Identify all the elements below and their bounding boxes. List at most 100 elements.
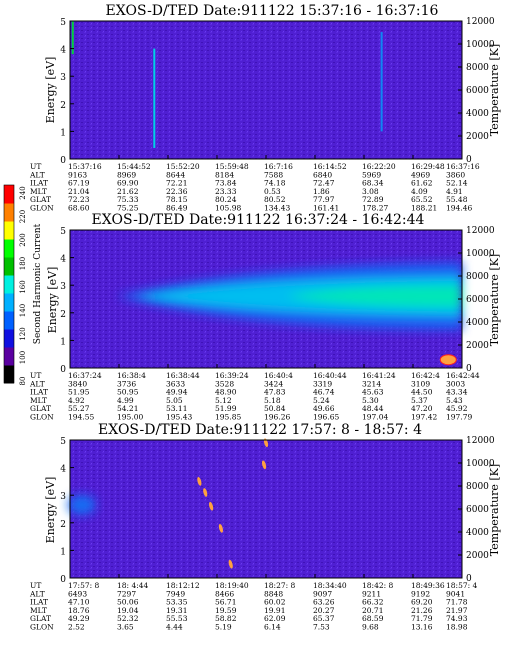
panel-2-table-cell: 194.55 [68, 413, 94, 422]
panel-3-table-cell: 7297 [117, 589, 136, 598]
panel-1-table-cell: 0.53 [264, 187, 281, 196]
panel-3-y2-tick-label: 12000 [466, 436, 495, 446]
panel-3-table-cell: 62.09 [264, 614, 286, 623]
panel-2-y-tick-label: 4 [60, 255, 66, 265]
panel-1-y-axis-label: Energy [eV] [44, 57, 57, 124]
panel-2-row-label: GLON [30, 413, 54, 422]
panel-1-feature-1 [71, 21, 74, 55]
panel-2-y-axis-label: Energy [eV] [46, 267, 59, 334]
panel-1-table-cell: 194.46 [446, 204, 472, 213]
panel-3-y-tick-label: 2 [60, 520, 66, 530]
panel-1-table-cell: 4.91 [446, 187, 463, 196]
panel-1-row-label: GLAT [30, 195, 51, 204]
panel-3-feature-3 [261, 438, 269, 470]
panel-3-row-label: ALT [29, 589, 45, 598]
panel-2-row-label: UT [30, 371, 41, 380]
panel-3-table-cell: 18:57: 4 [446, 581, 478, 590]
panel-3-row-label: ILAT [30, 598, 48, 607]
panel-3-feature-2-point [228, 559, 233, 569]
panel-1-feature-3 [380, 32, 383, 132]
panel-3-table-cell: 13.16 [411, 623, 433, 632]
panel-1-table-cell: 80.24 [215, 195, 237, 204]
panel-2-table-cell: 16:39:24 [215, 371, 249, 380]
panel-3-table-cell: 58.82 [215, 614, 237, 623]
panel-3-table-cell: 18:19:40 [215, 581, 249, 590]
colorbar-swatch [4, 311, 14, 330]
panel-2-table-cell: 16:40:4 [264, 371, 293, 380]
panel-1-y-tick-label: 0 [60, 156, 66, 166]
panel-2-y2-tick-label: 4000 [466, 318, 489, 328]
colorbar-swatch [4, 293, 14, 312]
panel-3-table-cell: 18:49:36 [411, 581, 445, 590]
panel-2-table-cell: 44.50 [411, 388, 433, 397]
panel-3-table-cell: 6493 [68, 589, 87, 598]
panel-1-y2-tick-label: 4000 [466, 109, 489, 119]
panel-3-y-ticks: 0 1 2 3 4 5 [60, 437, 463, 585]
panel-3-feature-2-point [197, 477, 202, 486]
colorbar-swatch [4, 221, 14, 240]
panel-1-row-label: GLON [30, 204, 54, 213]
panel-3-orbit-table: UT 17:57: 8 18: 4:44 18:12:12 18:19:40 18:27:… [29, 581, 478, 632]
panel-1-row-label: MLT [30, 187, 47, 196]
panel-2-table-cell: 3736 [117, 379, 136, 388]
panel-3-y-tick-label: 5 [60, 437, 66, 447]
panel-1-table-cell: 3.08 [362, 187, 379, 196]
panel-3-feature-1 [67, 494, 96, 515]
panel-1-table-cell: 78.15 [166, 195, 188, 204]
panel-3-table-cell: 71.78 [446, 598, 468, 607]
panel-1-table-cell: 72.89 [362, 195, 384, 204]
panel-2-table-cell: 46.74 [313, 388, 335, 397]
panel-3-y2-tick-label: 0 [466, 574, 472, 584]
panel-1-table-cell: 86.49 [166, 204, 188, 213]
panel-2-y-ticks: 0 1 2 3 4 5 [60, 227, 463, 375]
panel-3-table-cell: 2.52 [68, 623, 85, 632]
panel-2-y2-tick-label: 8000 [466, 272, 489, 282]
panel-1-table-cell: 80.52 [264, 195, 286, 204]
colorbar-swatch [4, 185, 14, 204]
panel-3-table-cell: 6.14 [264, 623, 281, 632]
panel-1-y-tick-label: 2 [60, 101, 66, 111]
panel-2-row-label: GLAT [30, 404, 51, 413]
panel-1-y-tick-label: 1 [60, 128, 66, 138]
panel-3-y2-tick-label: 4000 [466, 528, 489, 538]
panel-1-feature-2 [153, 48, 156, 148]
panel-1-table-cell: 134.43 [264, 204, 290, 213]
panel-2-table-cell: 3840 [68, 379, 87, 388]
panel-1-y2-tick-label: 0 [466, 155, 472, 165]
panel-1-table-cell: 72.47 [313, 179, 335, 188]
panel-3-table-cell: 8466 [215, 589, 234, 598]
panel-2-table-cell: 47.20 [411, 404, 433, 413]
panel-1-table-cell: 8969 [117, 170, 136, 179]
panel-1-table-cell: 178.27 [362, 204, 388, 213]
panel-3-table-cell: 18:27: 8 [264, 581, 296, 590]
panel-2-y-tick-label: 2 [60, 310, 66, 320]
panel-2-y-tick-label: 5 [60, 227, 66, 237]
panel-2-y2-axis-label: Temperature [K] [488, 254, 501, 346]
panel-3-table-cell: 55.53 [166, 614, 188, 623]
panel-1-table-cell: 7588 [264, 170, 283, 179]
panel-3-table-cell: 7949 [166, 589, 185, 598]
panel-1-table-cell: 3860 [446, 170, 465, 179]
colorbar-tick-label: 180 [19, 257, 27, 270]
panel-1-table-cell: 15:37:16 [68, 162, 102, 171]
panel-1-table-cell: 16:22:20 [362, 162, 396, 171]
panel-1-row-label: ILAT [30, 179, 48, 188]
panel-1-table-cell: 6840 [313, 170, 332, 179]
panel-2-table-cell: 3424 [264, 379, 283, 388]
panel-2-table-cell: 5.18 [264, 396, 281, 405]
panel-3-table-cell: 52.32 [117, 614, 139, 623]
panel-2: EXOS-D/TED Date:911122 16:37:24 - 16:42:… [29, 212, 501, 422]
panel-3-table-cell: 8848 [264, 589, 283, 598]
panel-3-row-label: GLAT [30, 614, 51, 623]
panel-2-table-cell: 5.30 [362, 396, 379, 405]
panel-2-y-tick-label: 3 [60, 282, 66, 292]
panel-1-table-cell: 75.33 [117, 195, 139, 204]
panel-3-feature-2 [197, 477, 233, 569]
panel-2-table-cell: 3633 [166, 379, 185, 388]
panel-1-row-label: ALT [29, 170, 45, 179]
panel-2-table-cell: 16:38:4 [117, 371, 146, 380]
panel-1-y2-axis-label: Temperature [K] [488, 44, 501, 136]
colorbar-swatch [4, 239, 14, 258]
panel-3-y2-axis-label: Temperature [K] [488, 464, 501, 556]
panel-2-table-cell: 50.95 [117, 388, 139, 397]
